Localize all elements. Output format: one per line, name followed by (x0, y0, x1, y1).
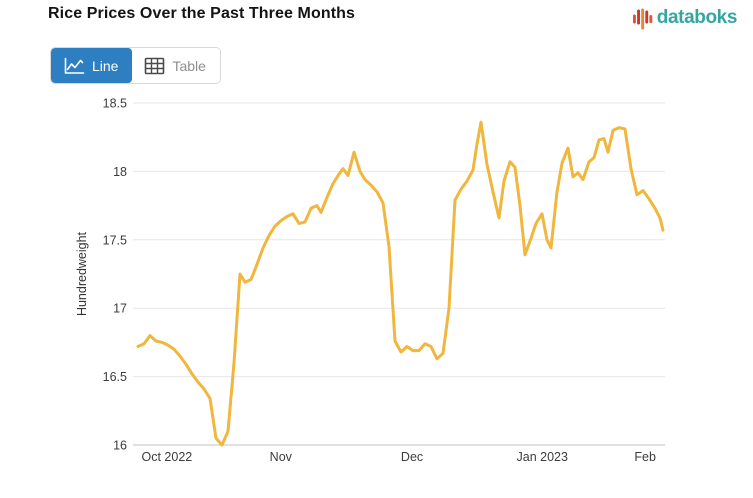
y-tick-label: 17.5 (103, 233, 127, 247)
x-tick-label: Jan 2023 (517, 450, 568, 464)
x-tick-labels: Oct 2022 Nov Dec Jan 2023 Feb (142, 450, 656, 464)
y-axis-title: Hundredweight (75, 231, 89, 316)
brand-name: databoks (656, 7, 738, 28)
y-tick-label: 16 (113, 439, 127, 453)
x-tick-label: Oct 2022 (142, 450, 193, 464)
x-tick-label: Dec (401, 450, 423, 464)
y-tick-label: 16.5 (103, 370, 127, 384)
table-view-button[interactable]: Table (132, 48, 220, 83)
page-title: Rice Prices Over the Past Three Months (48, 5, 356, 22)
price-line (136, 120, 665, 447)
y-tick-label: 17 (113, 302, 127, 316)
table-icon (145, 57, 165, 74)
line-view-button[interactable]: Line (51, 48, 133, 83)
y-tick-labels: 18.5 18 17.5 17 16.5 16 (103, 97, 127, 453)
table-view-label: Table (172, 57, 206, 74)
line-view-label: Line (92, 57, 119, 74)
view-toggle-group: Line Table (50, 47, 221, 84)
x-tick-label: Nov (270, 450, 293, 464)
brand-logo[interactable]: databoks (632, 6, 737, 30)
grid-lines (133, 102, 665, 446)
databoks-bars-icon (632, 8, 653, 30)
y-tick-label: 18.5 (103, 97, 127, 111)
y-tick-label: 18 (113, 165, 127, 179)
x-tick-label: Feb (634, 450, 656, 464)
line-chart-icon (64, 57, 85, 74)
